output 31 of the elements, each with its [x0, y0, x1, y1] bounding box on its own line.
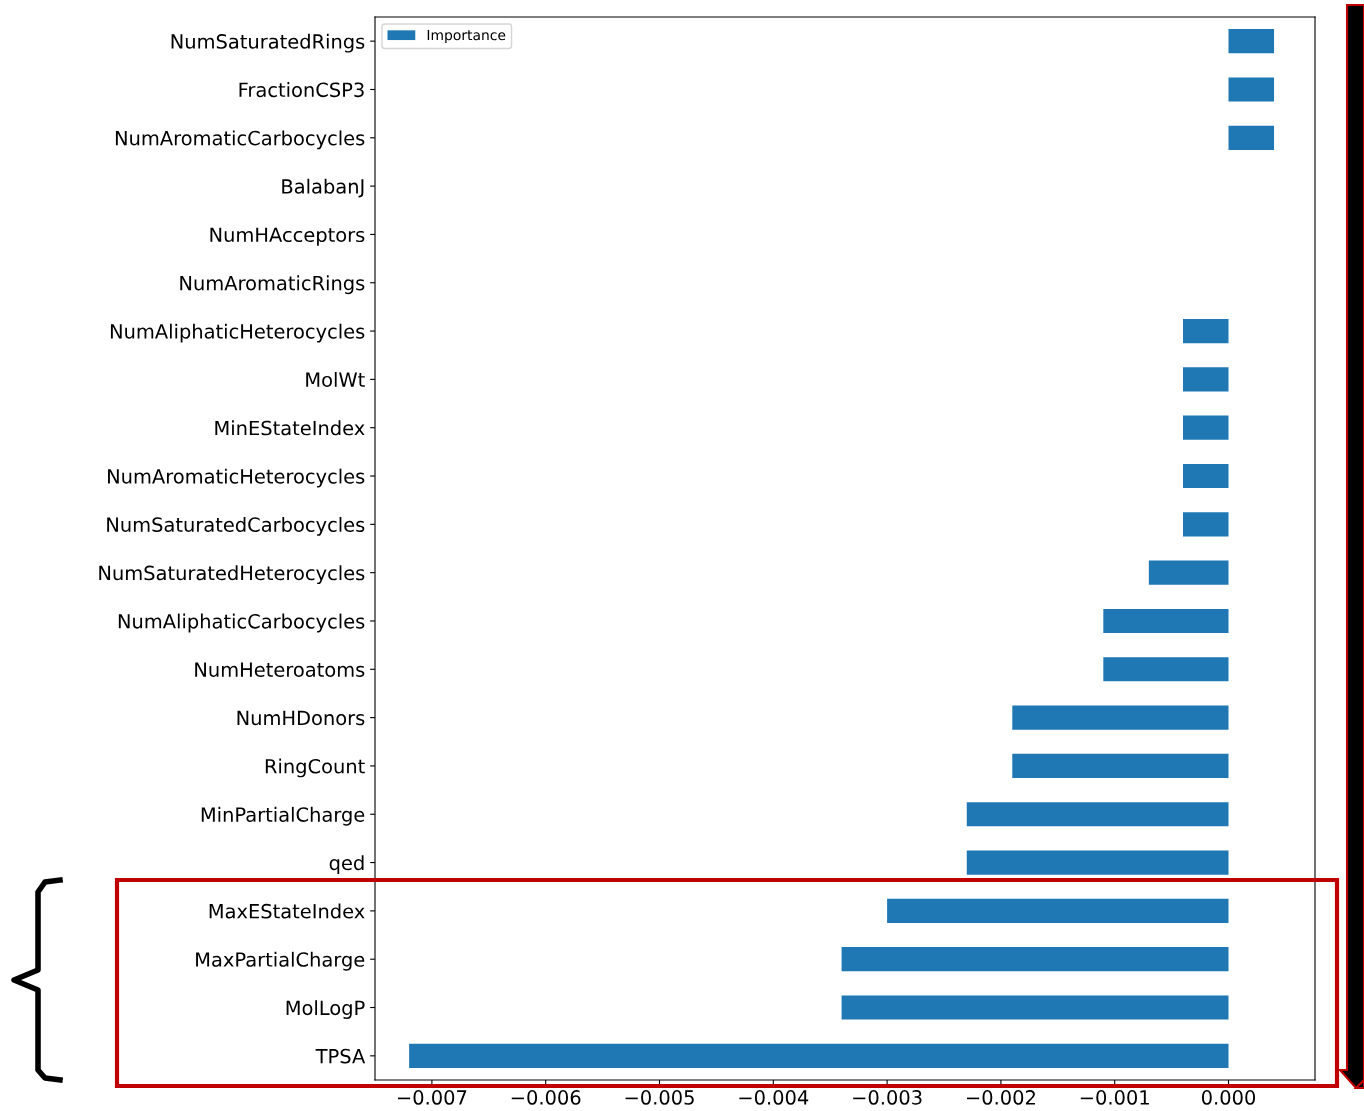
y-tick-label: NumHDonors [237, 710, 365, 726]
y-tick-label: NumAromaticCarbocycles [115, 130, 365, 150]
y-tick-label: MaxEStateIndex [209, 903, 365, 919]
y-tick-label: NumHAcceptors [210, 227, 365, 246]
x-tick-label: 0.000 [1201, 1090, 1256, 1105]
y-tick-label: RingCount [265, 758, 365, 778]
x-tick-label: −0.007 [397, 1090, 467, 1105]
x-tick-label: −0.002 [966, 1090, 1035, 1105]
y-tick-label: NumAliphaticHeterocycles [110, 323, 365, 343]
x-tick-label: −0.001 [1080, 1090, 1149, 1105]
y-tick-label: NumAliphaticCarbocycles [118, 613, 365, 633]
y-tick-label: NumHeteroatoms [195, 662, 365, 677]
y-tick-label: MaxPartialCharge [196, 951, 365, 971]
y-tick-label: FractionCSP3 [239, 82, 364, 98]
legend-label: Importance [427, 29, 506, 43]
y-tick-label: BalabanJ [282, 178, 364, 198]
x-tick-label: −0.005 [625, 1090, 694, 1105]
y-tick-label: MinEStateIndex [215, 420, 365, 436]
y-tick-label: NumAromaticRings [180, 275, 365, 295]
y-tick-label: MolLogP [286, 1000, 365, 1019]
y-tick-label: NumSaturatedRings [171, 33, 365, 53]
y-tick-label: qed [329, 855, 364, 874]
x-tick-label: −0.004 [739, 1090, 809, 1105]
y-tick-label: NumAromaticHeterocycles [108, 468, 365, 488]
y-tick-label: MinPartialCharge [201, 806, 365, 826]
y-tick-label: NumSaturatedHeterocycles [99, 565, 365, 585]
x-tick-label: −0.003 [853, 1090, 922, 1105]
y-tick-label: TPSA [315, 1048, 366, 1064]
y-tick-label: NumSaturatedCarbocycles [107, 516, 365, 536]
y-tick-label: MolWt [306, 372, 365, 388]
x-tick-label: −0.006 [511, 1090, 581, 1105]
